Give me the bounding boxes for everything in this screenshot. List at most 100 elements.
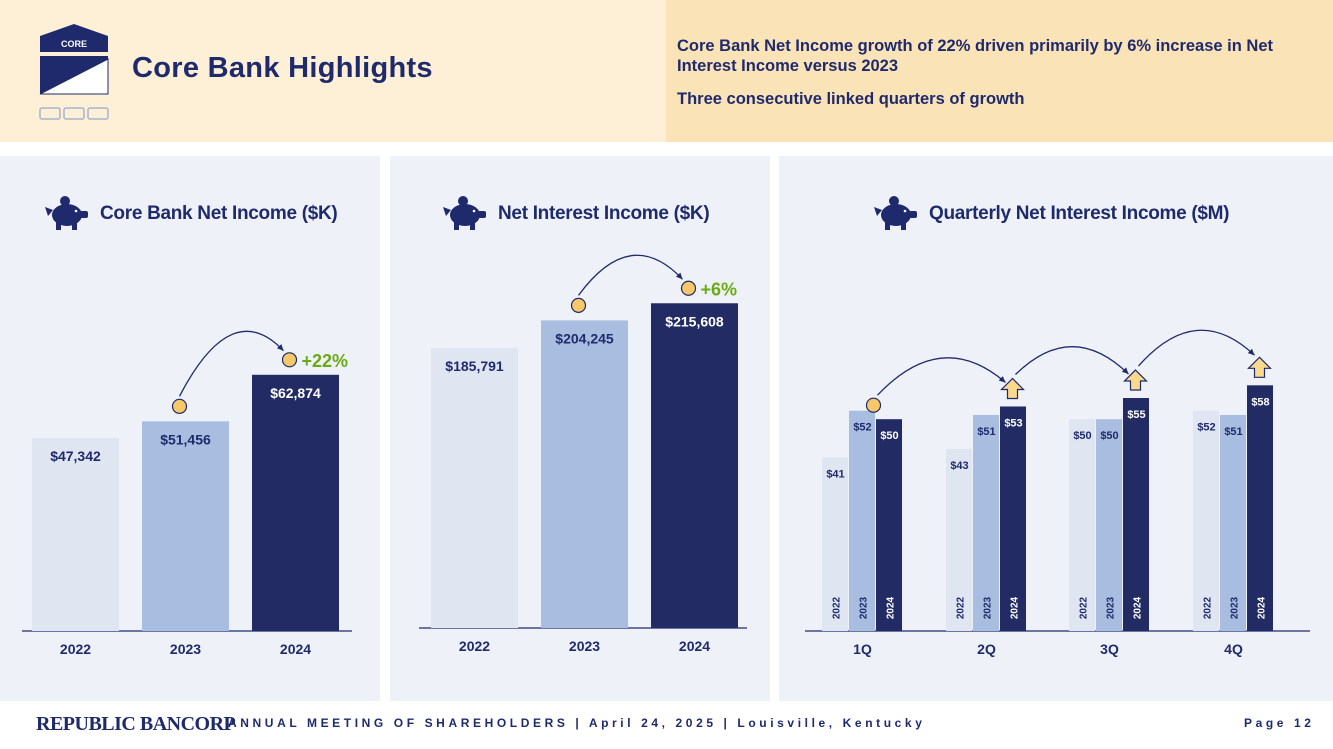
- growth-label: +6%: [701, 279, 738, 299]
- growth-marker-circle: [570, 297, 587, 313]
- growth-arc: [1015, 345, 1129, 375]
- footer-event-text: ANNUAL MEETING OF SHAREHOLDERS | April 2…: [228, 716, 926, 730]
- data-label: $50: [880, 430, 898, 442]
- x-tick-label: 2024: [280, 641, 311, 657]
- up-arrow-icon: [1000, 377, 1025, 400]
- header-left-band: [0, 0, 666, 142]
- up-arrow-icon: [1123, 369, 1148, 391]
- growth-marker-circle: [680, 280, 697, 296]
- panel-quarterly-net-interest-income: Quarterly Net Interest Income ($M) $41 20…: [779, 156, 1333, 701]
- core-logo: CORE: [39, 24, 109, 120]
- bar-2Q-2022: [946, 448, 972, 631]
- growth-label: +22%: [302, 351, 349, 371]
- panel-core-bank-net-income: Core Bank Net Income ($K) $47,342 2022 $51…: [0, 156, 380, 701]
- data-label: $62,874: [270, 385, 321, 401]
- series-year-label: 2024: [1257, 596, 1268, 619]
- footer: REPUBLIC BANCORP ANNUAL MEETING OF SHARE…: [0, 708, 1333, 749]
- data-label: $51,456: [160, 431, 211, 447]
- panel-net-interest-income: Net Interest Income ($K) $185,791 2022 $20…: [390, 156, 770, 701]
- growth-arc: [577, 254, 683, 296]
- series-year-label: 2022: [956, 596, 967, 619]
- x-tick-label: 1Q: [853, 641, 872, 657]
- chart-title: Net Interest Income ($K): [498, 203, 710, 224]
- data-label: $185,791: [445, 358, 504, 374]
- bar-2023: [142, 421, 229, 631]
- x-tick-label: 2023: [569, 638, 600, 654]
- series-year-label: 2023: [1106, 596, 1117, 619]
- footer-page-number: Page 12: [1244, 716, 1315, 730]
- chart-title: Core Bank Net Income ($K): [100, 203, 338, 224]
- bar-3Q-2023: [1096, 419, 1122, 631]
- piggy-bank-icon: [874, 196, 917, 230]
- bar-1Q-2023: [849, 410, 875, 631]
- growth-arc-arrowhead: [675, 272, 683, 280]
- bar-4Q-2023: [1220, 414, 1246, 631]
- bar-4Q-2024: [1247, 385, 1273, 631]
- panel-header: Quarterly Net Interest Income ($M): [871, 196, 1230, 232]
- growth-arc-arrowhead: [998, 376, 1006, 383]
- bar-2Q-2023: [973, 414, 999, 631]
- growth-marker-circle: [865, 397, 882, 413]
- panel-header: Core Bank Net Income ($K): [42, 196, 338, 232]
- series-year-label: 2023: [983, 596, 994, 619]
- header-highlight-band: [666, 0, 1333, 142]
- bar-2022: [431, 348, 518, 628]
- up-arrow-icon: [1247, 356, 1272, 378]
- data-label: $47,342: [50, 448, 101, 464]
- data-label: $50: [1100, 430, 1118, 442]
- data-label: $43: [950, 460, 968, 472]
- x-tick-label: 2022: [459, 638, 490, 654]
- data-label: $52: [853, 422, 871, 434]
- growth-arc-arrowhead: [1247, 348, 1255, 356]
- growth-marker-circle: [281, 352, 298, 368]
- bar-1Q-2022: [822, 457, 848, 631]
- bar-2Q-2024: [1000, 406, 1026, 631]
- piggy-bank-icon: [45, 196, 88, 230]
- growth-arc: [178, 330, 284, 397]
- footer-company-logo: REPUBLIC BANCORP: [36, 713, 236, 735]
- series-year-label: 2024: [886, 596, 897, 619]
- data-label: $204,245: [555, 330, 614, 346]
- chart-title: Quarterly Net Interest Income ($M): [929, 203, 1230, 224]
- growth-arc: [1138, 329, 1255, 367]
- bar-2022: [32, 438, 119, 631]
- data-label: $52: [1197, 422, 1215, 434]
- bar-1Q-2024: [876, 419, 902, 631]
- chart-quarterly-net-interest-income: $41 2022 $52 2023 $50 2024 1Q $43 2022 $51 2023 $53…: [805, 329, 1310, 657]
- x-tick-label: 2024: [679, 638, 710, 654]
- panel-header: Net Interest Income ($K): [440, 196, 710, 232]
- piggy-bank-icon: [443, 196, 486, 230]
- series-year-label: 2024: [1010, 596, 1021, 619]
- chart-net-interest-income: $185,791 2022 $204,245 2023 $215,608 2024 +6%: [419, 254, 747, 654]
- logo-text: CORE: [61, 39, 87, 49]
- growth-marker-circle: [171, 398, 188, 414]
- series-year-label: 2022: [832, 596, 843, 619]
- bar-2023: [541, 320, 628, 628]
- x-tick-label: 2022: [60, 641, 91, 657]
- chart-core-bank-net-income: $47,342 2022 $51,456 2023 $62,874 2024 +22%: [22, 330, 352, 657]
- x-tick-label: 4Q: [1224, 641, 1243, 657]
- growth-arc-arrowhead: [276, 344, 284, 351]
- series-year-label: 2023: [859, 596, 870, 619]
- series-year-label: 2022: [1203, 596, 1214, 619]
- data-label: $58: [1251, 396, 1269, 408]
- bar-2024: [651, 303, 738, 628]
- data-label: $53: [1004, 417, 1022, 429]
- highlight-linked-quarters: Three consecutive linked quarters of gro…: [677, 90, 1025, 108]
- growth-arc-arrowhead: [1121, 367, 1129, 375]
- series-year-label: 2024: [1133, 596, 1144, 619]
- bar-2024: [252, 374, 339, 631]
- bar-3Q-2022: [1069, 419, 1095, 631]
- growth-arc: [877, 357, 1006, 396]
- data-label: $215,608: [665, 313, 724, 329]
- page-title: Core Bank Highlights: [132, 52, 433, 84]
- bar-3Q-2024: [1123, 398, 1149, 631]
- data-label: $55: [1127, 409, 1145, 421]
- x-tick-label: 2023: [170, 641, 201, 657]
- x-tick-label: 2Q: [977, 641, 996, 657]
- x-tick-label: 3Q: [1100, 641, 1119, 657]
- series-year-label: 2023: [1230, 596, 1241, 619]
- series-year-label: 2022: [1079, 596, 1090, 619]
- data-label: $41: [826, 468, 844, 480]
- bar-4Q-2022: [1193, 410, 1219, 631]
